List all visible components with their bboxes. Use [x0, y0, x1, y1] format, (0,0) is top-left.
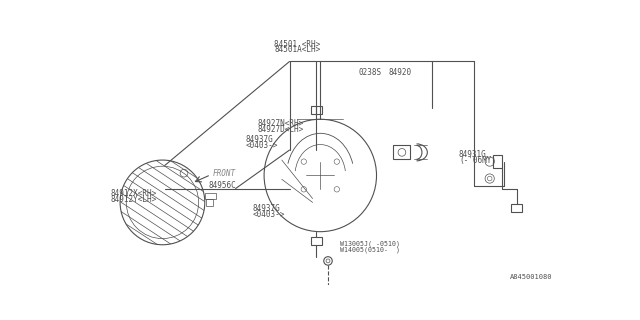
Text: <0403->: <0403->: [246, 141, 278, 150]
Text: W13005J( -0510): W13005J( -0510): [340, 240, 401, 247]
Text: 84956C: 84956C: [209, 181, 236, 190]
Text: 0238S: 0238S: [359, 68, 382, 77]
Bar: [311, 106, 322, 114]
Text: 84937G: 84937G: [253, 204, 280, 213]
Bar: [206, 198, 212, 206]
Text: 84927N<RH>: 84927N<RH>: [257, 119, 303, 128]
Bar: [511, 204, 522, 212]
Text: 84937G: 84937G: [246, 135, 273, 144]
Text: 84920: 84920: [388, 68, 411, 77]
Text: 84501A<LH>: 84501A<LH>: [274, 45, 321, 54]
Text: FRONT: FRONT: [212, 169, 236, 178]
Bar: [493, 156, 502, 168]
Text: (-'06MY): (-'06MY): [459, 156, 496, 165]
Text: 84927D<LH>: 84927D<LH>: [257, 125, 303, 134]
Bar: [205, 193, 216, 199]
Text: 84912Y<LH>: 84912Y<LH>: [111, 196, 157, 204]
Bar: [311, 237, 322, 245]
Bar: [394, 145, 410, 159]
Text: W14005(0510-  ): W14005(0510- ): [340, 246, 401, 253]
Text: 84912X<RH>: 84912X<RH>: [111, 189, 157, 198]
Text: A845001080: A845001080: [509, 274, 552, 280]
Text: 84931G: 84931G: [459, 150, 486, 159]
Text: <0403->: <0403->: [253, 210, 285, 219]
Text: 84501 <RH>: 84501 <RH>: [274, 40, 321, 49]
